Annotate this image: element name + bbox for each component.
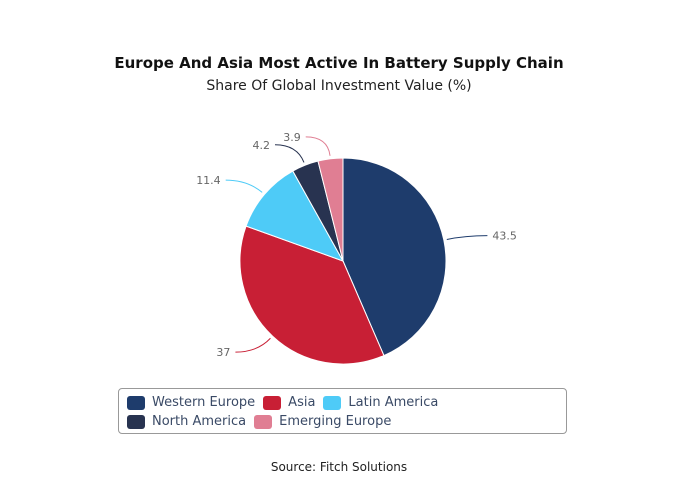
legend-item[interactable]: North America bbox=[127, 413, 246, 430]
legend-label: Emerging Europe bbox=[279, 414, 392, 429]
legend-swatch bbox=[254, 414, 273, 429]
legend-swatch bbox=[127, 395, 145, 410]
data-label: 37 bbox=[216, 346, 230, 359]
chart-subtitle: Share Of Global Investment Value (%) bbox=[206, 78, 472, 94]
legend-label: Latin America bbox=[348, 395, 439, 410]
legend-item[interactable]: Latin America bbox=[323, 394, 438, 411]
legend-label: North America bbox=[152, 414, 247, 429]
data-label: 3.9 bbox=[283, 131, 301, 144]
connector-line bbox=[446, 235, 488, 240]
connector-line bbox=[274, 144, 305, 163]
pie-slice-latin-america[interactable] bbox=[245, 170, 345, 262]
legend-swatch bbox=[263, 395, 282, 410]
legend-item[interactable]: Emerging Europe bbox=[254, 413, 391, 430]
pie-slice-asia[interactable] bbox=[239, 225, 385, 365]
source-note: Source: Fitch Solutions bbox=[270, 460, 408, 474]
legend-label: Western Europe bbox=[152, 395, 256, 410]
legend-item[interactable]: Western Europe bbox=[127, 394, 255, 411]
chart-title: Europe And Asia Most Active In Battery S… bbox=[114, 54, 564, 72]
data-label: 11.4 bbox=[196, 174, 221, 187]
pie-slice-emerging-europe[interactable] bbox=[317, 157, 344, 262]
data-label: 43.5 bbox=[492, 230, 516, 243]
legend-swatch bbox=[323, 395, 342, 410]
legend-label: Asia bbox=[288, 395, 316, 410]
legend-item[interactable]: Asia bbox=[263, 394, 315, 411]
connector-line bbox=[225, 179, 263, 193]
legend: Western Europe Asia Latin America North Ame… bbox=[118, 388, 567, 434]
connector-line bbox=[235, 337, 271, 353]
connector-line bbox=[305, 136, 331, 156]
data-label: 4.2 bbox=[252, 139, 270, 152]
legend-swatch bbox=[127, 414, 145, 429]
pie-slice-western-europe[interactable] bbox=[342, 157, 447, 357]
